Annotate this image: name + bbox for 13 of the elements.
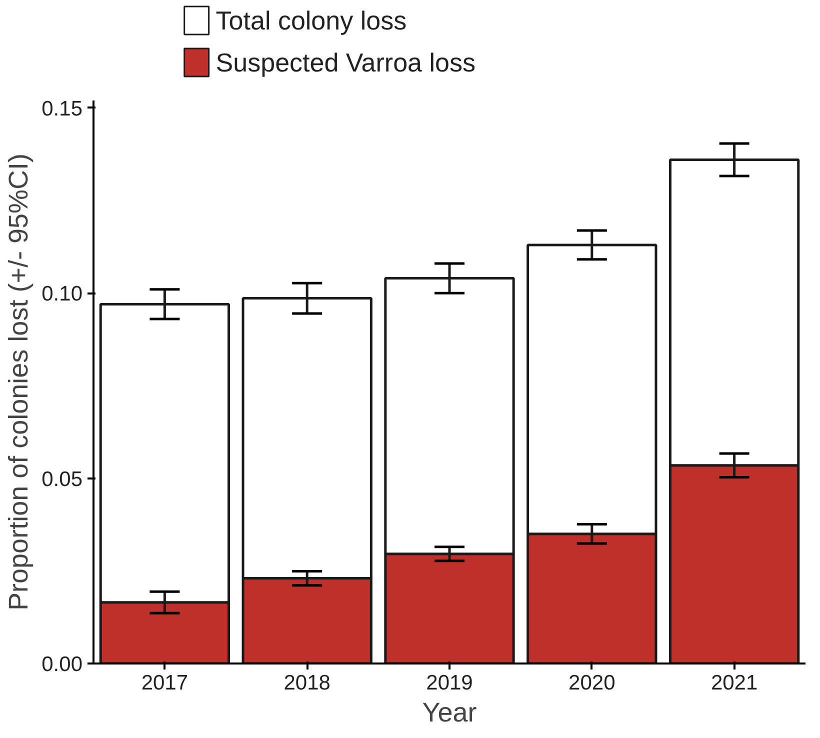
x-tick-label: 2020 — [568, 672, 616, 694]
y-axis-title: Proportion of colonies lost (+/- 95%CI) — [4, 154, 34, 610]
legend-label: Total colony loss — [216, 6, 407, 36]
y-tick-label: 0.00 — [42, 653, 83, 676]
legend-label: Suspected Varroa loss — [216, 48, 476, 78]
y-tick-label: 0.15 — [42, 97, 83, 120]
x-tick-label: 2019 — [426, 672, 473, 694]
x-axis-title: Year — [422, 698, 477, 728]
x-tick-label: 2017 — [141, 672, 188, 694]
y-tick-label: 0.10 — [42, 282, 83, 306]
y-tick-label: 0.05 — [42, 468, 83, 491]
x-tick-label: 2021 — [710, 672, 758, 694]
x-tick-label: 2018 — [284, 672, 330, 694]
